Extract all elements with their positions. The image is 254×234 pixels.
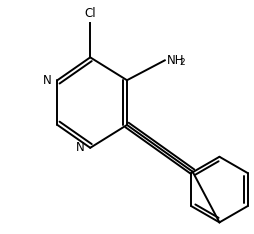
Text: N: N bbox=[43, 74, 52, 87]
Text: N: N bbox=[75, 141, 84, 154]
Text: 2: 2 bbox=[180, 58, 185, 67]
Text: NH: NH bbox=[167, 54, 184, 67]
Text: Cl: Cl bbox=[84, 7, 96, 20]
